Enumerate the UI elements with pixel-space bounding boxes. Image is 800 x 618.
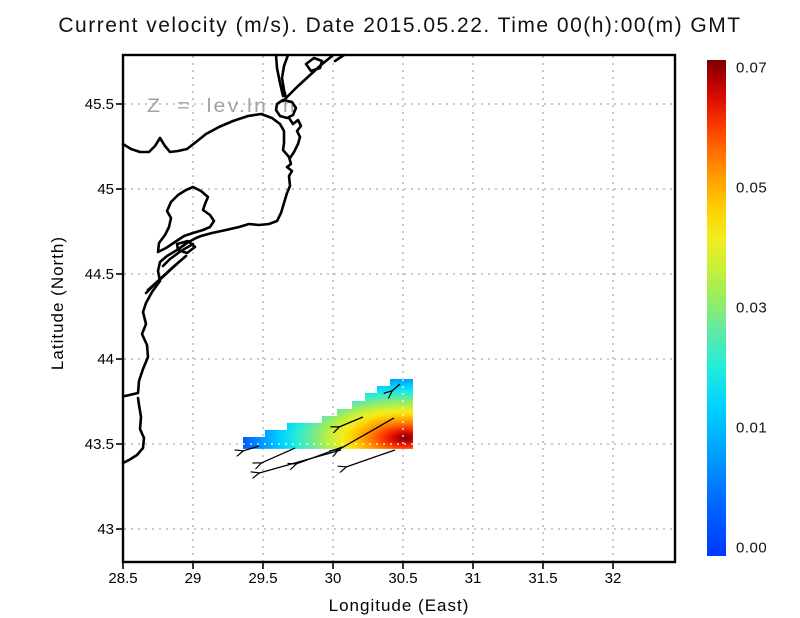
coastline-path <box>144 254 188 295</box>
colorbar-gradient <box>707 60 726 556</box>
y-tick-label: 44 <box>97 351 114 368</box>
velocity-vector <box>243 445 260 451</box>
x-tick-label: 29.5 <box>248 570 277 587</box>
colorbar-labels: 0.07 0.05 0.03 0.01 0.00 <box>736 0 796 618</box>
coastline-path <box>161 242 195 268</box>
x-tick-label: 32 <box>605 570 622 587</box>
y-axis-title: Latitude (North) <box>48 236 67 370</box>
plot-frame <box>121 53 677 564</box>
y-tick-label: 43.5 <box>85 436 114 453</box>
velocity-vector <box>296 446 343 464</box>
x-axis-title: Longitude (East) <box>329 596 470 615</box>
velocity-vector <box>338 417 395 450</box>
heatmap-plume <box>242 379 413 449</box>
velocity-vector <box>339 416 364 427</box>
axis-ticks-group <box>116 103 614 569</box>
tick-labels-group: 28.5 29 29.5 30 30.5 31 31.5 32 45.5 45 44.5 44 43.5… <box>85 96 622 587</box>
velocity-vector <box>261 447 296 463</box>
coastline-group <box>121 53 346 465</box>
velocity-vector <box>346 449 396 467</box>
y-tick-label: 44.5 <box>85 266 114 283</box>
x-tick-label: 28.5 <box>108 570 137 587</box>
coastline-path <box>121 112 294 465</box>
colorbar-tick-label: 0.03 <box>736 299 768 317</box>
coastline-path <box>274 53 290 100</box>
coastline-path <box>274 98 298 120</box>
y-tick-label: 45.5 <box>85 96 114 113</box>
velocity-heatmap <box>242 379 413 449</box>
figure-title: Current velocity (m/s). Date 2015.05.22.… <box>58 14 742 37</box>
colorbar-tick-label: 0.00 <box>736 539 768 557</box>
y-tick-label: 43 <box>97 521 114 538</box>
gridline-overlay-group <box>242 379 413 449</box>
colorbar-tick-label: 0.05 <box>736 179 768 197</box>
colorbar-tick-label: 0.07 <box>736 59 768 77</box>
coastline-path <box>281 54 334 103</box>
current-vectors-group <box>243 383 401 473</box>
x-tick-label: 31.5 <box>528 570 557 587</box>
velocity-vector <box>259 449 342 473</box>
x-tick-label: 30 <box>325 570 342 587</box>
colorbar-tick-label: 0.01 <box>736 419 768 437</box>
x-tick-label: 29 <box>185 570 202 587</box>
coastline-path <box>287 116 303 160</box>
y-tick-label: 45 <box>97 181 114 198</box>
coastline-path <box>156 185 216 254</box>
grid-group <box>124 56 674 561</box>
x-tick-label: 30.5 <box>388 570 417 587</box>
coastline-path <box>175 239 197 255</box>
velocity-vector <box>392 383 401 391</box>
x-tick-label: 31 <box>465 570 482 587</box>
annotation-label: Z = lev.ln n <box>147 96 297 117</box>
